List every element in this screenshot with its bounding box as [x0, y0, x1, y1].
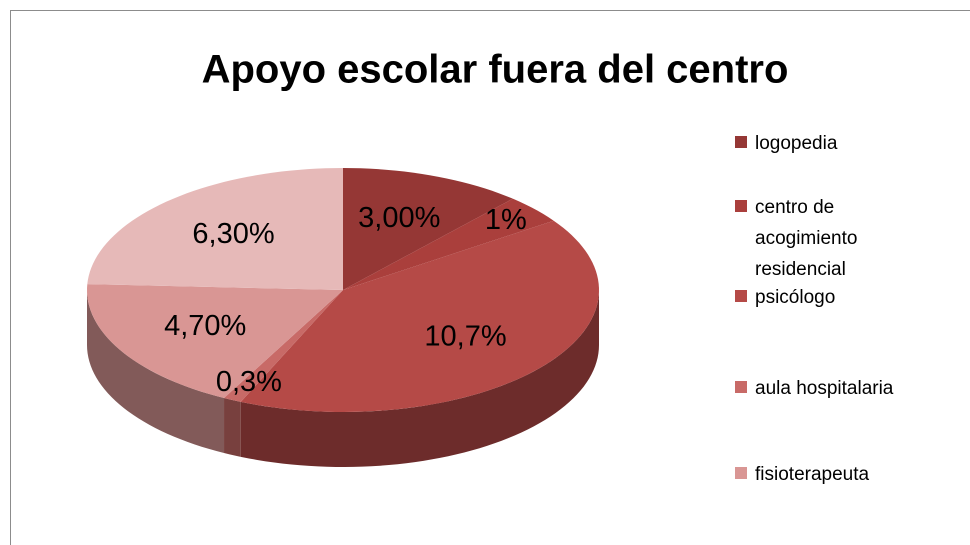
legend-entry: aula hospitalaria	[735, 373, 935, 404]
legend-swatch	[735, 467, 747, 479]
legend-swatch	[735, 381, 747, 393]
data-label: 1%	[485, 204, 527, 236]
slice	[87, 284, 343, 399]
slice-side	[240, 290, 599, 467]
data-label: 0,3%	[216, 366, 282, 398]
legend-label: centro de acogimiento residencial	[755, 197, 858, 280]
slice	[87, 168, 343, 290]
data-label: 6,30%	[192, 218, 274, 250]
chart-border	[10, 10, 970, 545]
slice-side	[224, 398, 241, 457]
legend-entry: centro de acogimiento residencial	[735, 192, 935, 285]
legend-swatch	[735, 290, 747, 302]
slice	[224, 290, 343, 402]
legend-label: aula hospitalaria	[755, 378, 894, 399]
legend-label: fisioterapeuta	[755, 464, 870, 485]
legend-entry: fisioterapeuta	[735, 459, 935, 490]
legend-label: psicólogo	[755, 287, 836, 308]
slice-side	[87, 290, 225, 454]
legend-label: logopedia	[755, 133, 838, 154]
legend-swatch	[735, 200, 747, 212]
legend-entry: logopedia	[735, 128, 935, 159]
slice	[240, 220, 599, 412]
legend-swatch	[735, 136, 747, 148]
chart-title: Apoyo escolar fuera del centro	[202, 48, 789, 92]
legend-entry: psicólogo	[735, 282, 935, 313]
data-label: 10,7%	[424, 321, 506, 353]
slice	[343, 168, 513, 290]
data-label: 3,00%	[358, 202, 440, 234]
slice	[343, 198, 554, 290]
data-label: 4,70%	[164, 310, 246, 342]
